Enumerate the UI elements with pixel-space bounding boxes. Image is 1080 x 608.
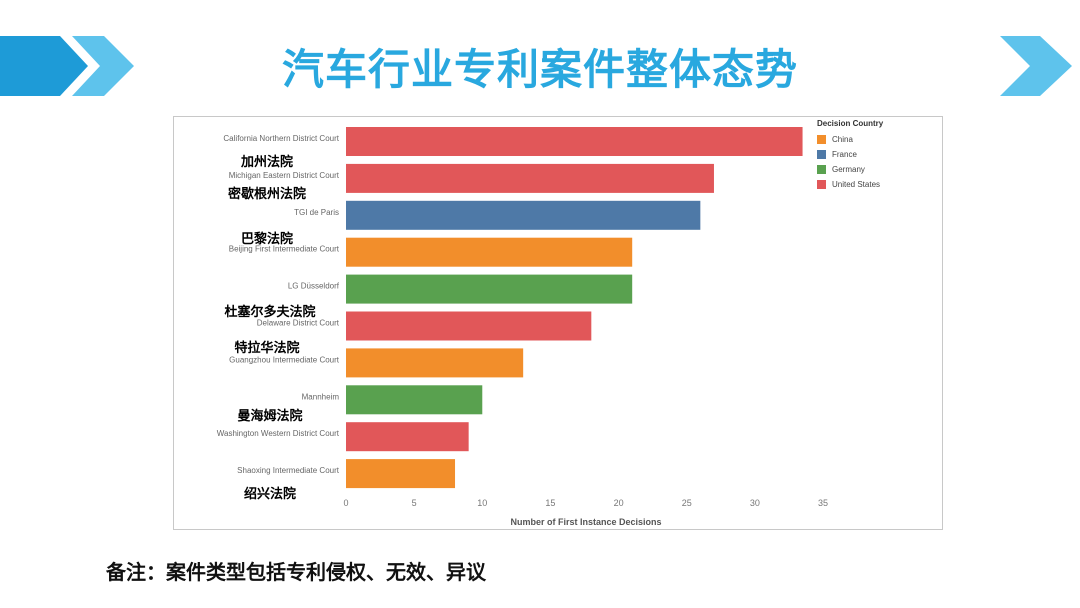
page-title: 汽车行业专利案件整体态势	[281, 45, 798, 94]
x-tick-label: 0	[343, 498, 348, 508]
bar	[346, 348, 524, 378]
legend-label: China	[832, 135, 853, 144]
chinese-court-label: 特拉华法院	[234, 341, 300, 356]
bar	[346, 385, 483, 415]
category-label: Shaoxing Intermediate Court	[237, 466, 340, 475]
bar	[346, 459, 456, 489]
bar	[346, 422, 469, 452]
legend-swatch	[817, 135, 826, 144]
chinese-court-label: 巴黎法院	[240, 232, 294, 247]
category-label: Guangzhou Intermediate Court	[229, 355, 340, 364]
x-axis-label: Number of First Instance Decisions	[510, 517, 661, 527]
legend-item: United States	[817, 177, 883, 192]
legend-label: France	[832, 150, 857, 159]
category-label: Washington Western District Court	[217, 429, 340, 438]
bar	[346, 200, 701, 230]
chinese-court-label: 杜塞尔多夫法院	[224, 305, 316, 320]
chinese-court-label: 绍兴法院	[243, 487, 297, 502]
legend-item: China	[817, 132, 883, 147]
category-label: Beijing First Intermediate Court	[229, 245, 340, 254]
bar	[346, 274, 633, 304]
legend-item: Germany	[817, 162, 883, 177]
x-tick-label: 5	[412, 498, 417, 508]
category-label: Mannheim	[302, 392, 340, 401]
chinese-court-label: 加州法院	[240, 155, 294, 170]
chinese-court-label: 曼海姆法院	[237, 409, 303, 424]
bar	[346, 311, 592, 341]
legend-swatch	[817, 180, 826, 189]
category-label: TGI de Paris	[294, 208, 339, 217]
legend-swatch	[817, 150, 826, 159]
bar	[346, 237, 633, 267]
legend-label: United States	[832, 180, 881, 189]
left-chevron-decoration	[0, 36, 134, 96]
bar	[346, 127, 803, 156]
x-tick-label: 15	[545, 498, 555, 508]
chinese-court-label: 密歇根州法院	[227, 187, 307, 202]
category-label: California Northern District Court	[223, 134, 339, 143]
footnote: 备注：案件类型包括专利侵权、无效、异议	[106, 560, 486, 584]
bar	[346, 163, 714, 193]
bar-chart: California Northern District Court Michig…	[217, 127, 828, 527]
chart-frame: California Northern District Court Michig…	[173, 116, 943, 530]
legend-label: Germany	[832, 165, 865, 174]
x-tick-label: 25	[682, 498, 692, 508]
legend-title: Decision Country	[817, 119, 884, 128]
category-label: Delaware District Court	[257, 319, 340, 328]
x-tick-label: 10	[477, 498, 487, 508]
x-tick-label: 20	[614, 498, 624, 508]
right-chevron-decoration	[1000, 36, 1072, 96]
legend-swatch	[817, 165, 826, 174]
x-tick-label: 35	[818, 498, 828, 508]
category-label: Michigan Eastern District Court	[229, 171, 340, 180]
x-tick-label: 30	[750, 498, 760, 508]
category-label: LG Düsseldorf	[288, 282, 340, 291]
legend-items: China France Germany United States	[817, 132, 883, 192]
legend-item: France	[817, 147, 883, 162]
chart-legend: Decision Country China France Germany Unite…	[817, 119, 883, 192]
